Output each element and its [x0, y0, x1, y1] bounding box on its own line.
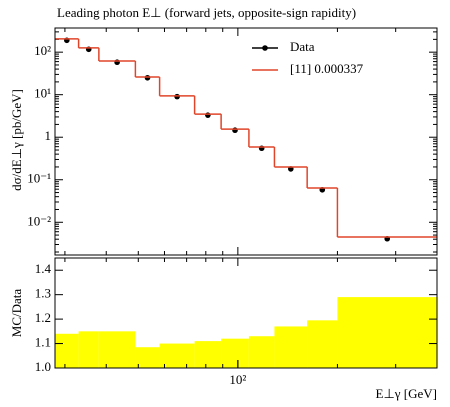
ratio-band — [55, 333, 79, 368]
y-tick-label: 10⁻² — [27, 213, 51, 228]
ratio-band — [307, 320, 338, 368]
ratio-band — [78, 331, 99, 368]
legend-label: [11] 0.000337 — [290, 61, 364, 76]
y-tick-label: 10¹ — [34, 86, 51, 101]
ratio-band — [159, 343, 195, 368]
y-tick-label: 1 — [45, 128, 52, 143]
ratio-y-axis-label: MC/Data — [9, 289, 24, 338]
ratio-band — [248, 336, 275, 368]
y-tick-label: 10² — [34, 43, 51, 58]
y-tick-label: 1.3 — [35, 286, 51, 301]
ratio-band — [194, 341, 222, 368]
y-axis-label: dσ/dE⊥γ [pb/GeV] — [9, 89, 24, 191]
y-tick-label: 10⁻¹ — [27, 171, 51, 186]
plot-frame — [54, 257, 438, 369]
ratio-band — [98, 331, 136, 368]
legend-marker — [262, 45, 268, 51]
data-point — [205, 112, 211, 118]
chart-title: Leading photon E⊥ (forward jets, opposit… — [57, 5, 356, 20]
ratio-band — [274, 326, 308, 368]
y-tick-label: 1.4 — [35, 261, 52, 276]
data-point — [174, 93, 180, 100]
y-tick-label: 1.0 — [35, 359, 51, 374]
plot-frame — [54, 27, 438, 256]
ratio-band — [221, 338, 249, 368]
data-point — [232, 127, 238, 134]
legend-label: Data — [290, 39, 315, 54]
x-axis-label: E⊥γ [GeV] — [376, 386, 437, 401]
ratio-band — [135, 347, 160, 368]
y-tick-label: 1.2 — [35, 310, 51, 325]
y-tick-label: 1.1 — [35, 335, 51, 350]
x-tick-label: 10² — [229, 372, 246, 387]
ratio-band — [337, 297, 437, 368]
